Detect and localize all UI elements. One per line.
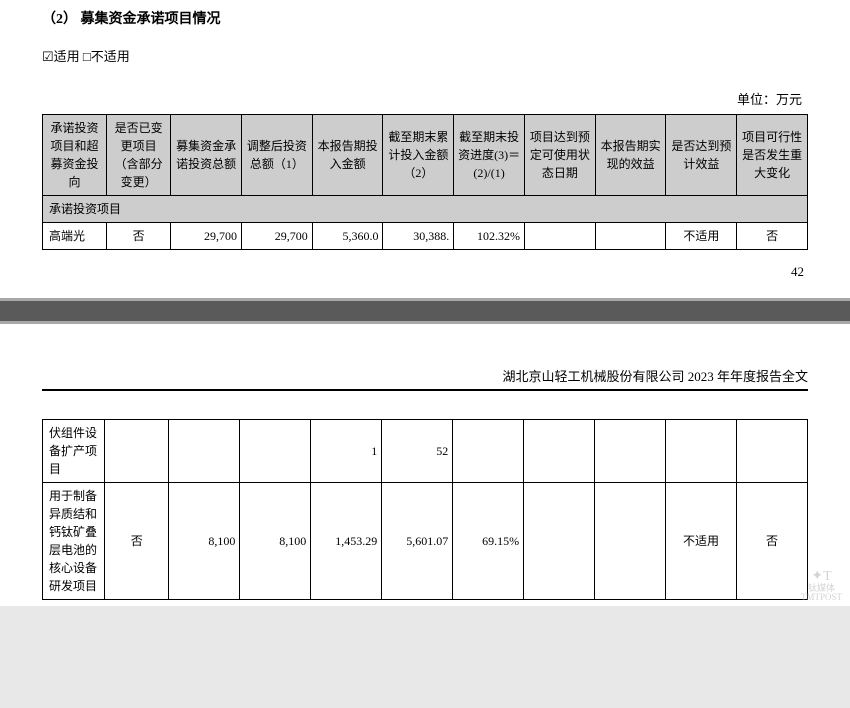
cell-period: 5,360.0	[312, 223, 383, 250]
col-project: 承诺投资项目和超募资金投向	[43, 115, 107, 196]
watermark-logo: ✦T 钛媒体 TMTPOST	[801, 570, 842, 602]
cell-reached: 不适用	[666, 483, 737, 600]
col-progress: 截至期末投资进度(3)＝(2)/(1)	[454, 115, 525, 196]
cell-progress	[453, 420, 524, 483]
cell-feasible	[737, 420, 808, 483]
unit-label: 单位：万元	[42, 89, 808, 108]
subheader-cell: 承诺投资项目	[43, 196, 808, 223]
table-row: 用于制备异质结和钙钛矿叠层电池的核心设备研发项目 否 8,100 8,100 1…	[43, 483, 808, 600]
table-header-row: 承诺投资项目和超募资金投向 是否已变更项目（含部分变更） 募集资金承诺投资总额 …	[43, 115, 808, 196]
report-header: 湖北京山轻工机械股份有限公司 2023 年年度报告全文	[42, 366, 808, 385]
cell-cumulative: 30,388.	[383, 223, 454, 250]
section-title: （2） 募集资金承诺项目情况	[42, 8, 808, 28]
table-row: 伏组件设备扩产项目 1 52	[43, 420, 808, 483]
cell-progress: 102.32%	[454, 223, 525, 250]
page-1: （2） 募集资金承诺项目情况 ☑适用 □不适用 单位：万元 承诺投资项目和超募资…	[0, 0, 850, 298]
cell-reached: 不适用	[666, 223, 737, 250]
cell-project: 用于制备异质结和钙钛矿叠层电池的核心设备研发项目	[43, 483, 105, 600]
page-number: 42	[42, 264, 804, 280]
watermark-icon: ✦T	[801, 570, 842, 584]
cell-progress: 69.15%	[453, 483, 524, 600]
cell-reached	[666, 420, 737, 483]
cell-changed: 否	[105, 483, 169, 600]
cell-committed: 29,700	[171, 223, 242, 250]
cell-changed: 否	[107, 223, 171, 250]
cell-benefit	[595, 223, 666, 250]
cell-adjusted: 8,100	[240, 483, 311, 600]
col-committed: 募集资金承诺投资总额	[171, 115, 242, 196]
table-subheader-row: 承诺投资项目	[43, 196, 808, 223]
col-period-input: 本报告期投入金额	[312, 115, 383, 196]
cell-adjusted	[240, 420, 311, 483]
col-cumulative: 截至期末累计投入金额（2）	[383, 115, 454, 196]
cell-committed	[169, 420, 240, 483]
col-feasibility: 项目可行性是否发生重大变化	[737, 115, 808, 196]
cell-feasible: 否	[737, 223, 808, 250]
cell-project: 高端光	[43, 223, 107, 250]
commitment-table: 承诺投资项目和超募资金投向 是否已变更项目（含部分变更） 募集资金承诺投资总额 …	[42, 114, 808, 250]
commitment-table-cont: 伏组件设备扩产项目 1 52 用于制备异质结和钙钛矿叠层电池的核心设备研发项目 …	[42, 419, 808, 600]
cell-ready	[524, 483, 595, 600]
col-benefit: 本报告期实现的效益	[595, 115, 666, 196]
cell-committed: 8,100	[169, 483, 240, 600]
cell-cumulative: 5,601.07	[382, 483, 453, 600]
cell-feasible: 否	[737, 483, 808, 600]
col-reached: 是否达到预计效益	[666, 115, 737, 196]
cell-period: 1,453.29	[311, 483, 382, 600]
table-row: 高端光 否 29,700 29,700 5,360.0 30,388. 102.…	[43, 223, 808, 250]
col-ready-date: 项目达到预定可使用状态日期	[524, 115, 595, 196]
cell-benefit	[595, 483, 666, 600]
page-gap	[0, 298, 850, 324]
cell-period: 1	[311, 420, 382, 483]
watermark-sub: TMTPOST	[801, 593, 842, 602]
cell-adjusted: 29,700	[241, 223, 312, 250]
col-changed: 是否已变更项目（含部分变更）	[107, 115, 171, 196]
cell-benefit	[595, 420, 666, 483]
cell-changed	[105, 420, 169, 483]
cell-ready	[524, 420, 595, 483]
applicable-checkboxes: ☑适用 □不适用	[42, 46, 808, 65]
cell-project: 伏组件设备扩产项目	[43, 420, 105, 483]
col-adjusted: 调整后投资总额（1）	[241, 115, 312, 196]
cell-cumulative: 52	[382, 420, 453, 483]
page-2: 湖北京山轻工机械股份有限公司 2023 年年度报告全文 伏组件设备扩产项目 1 …	[0, 324, 850, 606]
header-rule	[42, 389, 808, 391]
cell-ready	[524, 223, 595, 250]
